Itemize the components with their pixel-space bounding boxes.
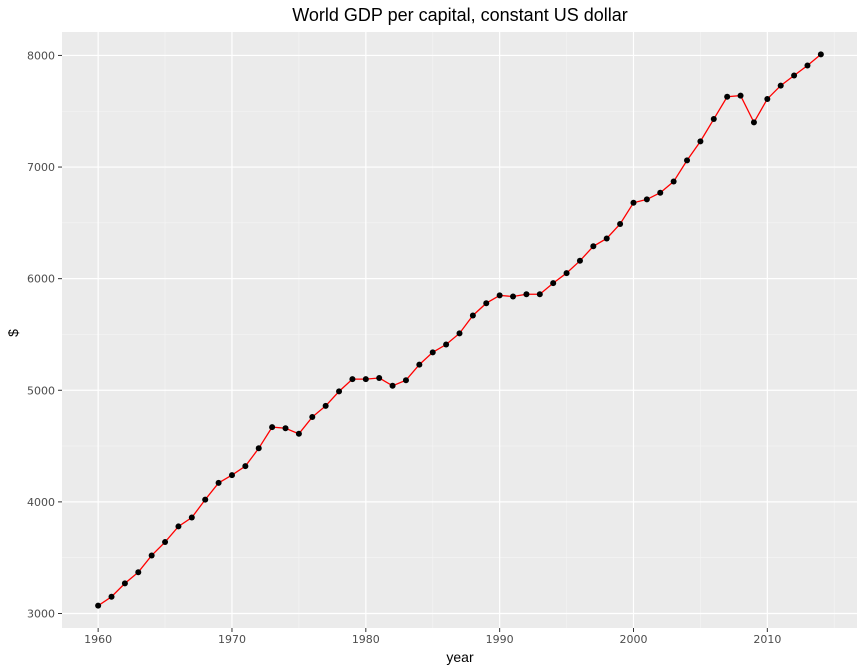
data-point bbox=[309, 414, 316, 421]
data-point bbox=[255, 445, 262, 452]
data-point bbox=[684, 157, 691, 164]
y-tick-label: 6000 bbox=[27, 273, 55, 286]
data-point bbox=[563, 270, 570, 277]
data-point bbox=[269, 424, 276, 431]
data-point bbox=[322, 402, 329, 409]
x-axis-title: year bbox=[446, 649, 474, 665]
data-point bbox=[576, 257, 583, 264]
data-point bbox=[349, 376, 356, 383]
data-point bbox=[148, 552, 155, 559]
data-point bbox=[175, 523, 182, 530]
data-point bbox=[202, 496, 209, 503]
data-point bbox=[429, 349, 436, 356]
data-point bbox=[791, 72, 798, 79]
data-point bbox=[737, 92, 744, 99]
data-point bbox=[295, 430, 302, 437]
data-point bbox=[362, 376, 369, 383]
data-point bbox=[402, 377, 409, 384]
data-point bbox=[135, 569, 142, 576]
data-point bbox=[603, 235, 610, 242]
data-point bbox=[710, 116, 717, 123]
x-tick-label: 2000 bbox=[619, 633, 647, 646]
data-series bbox=[95, 51, 824, 609]
data-point bbox=[215, 479, 222, 486]
data-point bbox=[242, 463, 249, 470]
y-axis-title: $ bbox=[5, 329, 21, 337]
data-point bbox=[670, 178, 677, 185]
y-tick-label: 5000 bbox=[27, 384, 55, 397]
data-point bbox=[162, 539, 169, 546]
data-point bbox=[282, 425, 289, 432]
data-point bbox=[416, 361, 423, 368]
data-point bbox=[376, 374, 383, 381]
x-tick-label: 1970 bbox=[218, 633, 246, 646]
data-point bbox=[550, 280, 557, 287]
gridlines bbox=[62, 32, 857, 628]
data-point bbox=[188, 514, 195, 521]
axes: 1960 1970 1980 1990 2000 2010 3000 4000 5000 6000… bbox=[27, 49, 781, 646]
data-point bbox=[443, 341, 450, 348]
data-point bbox=[750, 119, 757, 126]
data-point bbox=[643, 196, 650, 203]
data-point bbox=[121, 580, 128, 587]
x-tick-label: 1990 bbox=[486, 633, 514, 646]
data-point bbox=[804, 62, 811, 69]
data-point bbox=[777, 82, 784, 89]
data-point bbox=[764, 95, 771, 102]
data-point bbox=[724, 93, 731, 100]
x-tick-label: 1960 bbox=[84, 633, 112, 646]
x-tick-label: 2010 bbox=[753, 633, 781, 646]
data-point bbox=[523, 291, 530, 298]
data-point bbox=[630, 199, 637, 206]
data-point bbox=[496, 292, 503, 299]
data-point bbox=[536, 291, 543, 298]
data-point bbox=[590, 243, 597, 250]
data-point bbox=[228, 472, 235, 479]
data-point bbox=[483, 300, 490, 307]
x-tick-label: 1980 bbox=[352, 633, 380, 646]
y-tick-label: 4000 bbox=[27, 496, 55, 509]
data-point bbox=[456, 330, 463, 337]
data-point bbox=[697, 138, 704, 145]
plot-panel bbox=[62, 32, 857, 628]
y-tick-label: 7000 bbox=[27, 161, 55, 174]
y-tick-label: 3000 bbox=[27, 607, 55, 620]
data-point bbox=[469, 312, 476, 319]
chart-title: World GDP per capital, constant US dolla… bbox=[292, 5, 628, 25]
y-tick-label: 8000 bbox=[27, 49, 55, 62]
data-point bbox=[817, 51, 824, 58]
data-point bbox=[389, 382, 396, 389]
data-point bbox=[617, 220, 624, 227]
data-point bbox=[336, 388, 343, 395]
data-point bbox=[108, 593, 115, 600]
data-point bbox=[657, 189, 664, 196]
data-point bbox=[95, 602, 102, 609]
data-point bbox=[510, 293, 517, 300]
